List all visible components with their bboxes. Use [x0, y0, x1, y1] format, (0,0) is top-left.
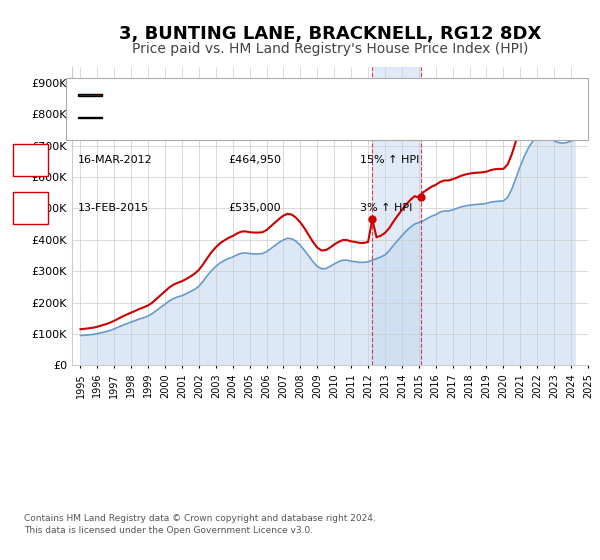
Text: 2: 2 [417, 82, 425, 92]
Text: 3, BUNTING LANE, BRACKNELL, RG12 8DX (detached house): 3, BUNTING LANE, BRACKNELL, RG12 8DX (de… [111, 90, 425, 100]
Text: HPI: Average price, detached house, Bracknell Forest: HPI: Average price, detached house, Brac… [111, 113, 388, 123]
Text: Contains HM Land Registry data © Crown copyright and database right 2024.
This d: Contains HM Land Registry data © Crown c… [24, 514, 376, 535]
Text: 15% ↑ HPI: 15% ↑ HPI [360, 155, 419, 165]
Text: £464,950: £464,950 [228, 155, 281, 165]
Text: 1: 1 [368, 82, 376, 92]
Text: 3% ↑ HPI: 3% ↑ HPI [360, 203, 412, 213]
Text: 16-MAR-2012: 16-MAR-2012 [78, 155, 153, 165]
Text: 3, BUNTING LANE, BRACKNELL, RG12 8DX: 3, BUNTING LANE, BRACKNELL, RG12 8DX [119, 25, 541, 43]
Text: Price paid vs. HM Land Registry's House Price Index (HPI): Price paid vs. HM Land Registry's House … [132, 42, 528, 56]
Text: £535,000: £535,000 [228, 203, 281, 213]
Bar [371, 67, 421, 365]
Text: 2: 2 [27, 203, 34, 213]
Text: 13-FEB-2015: 13-FEB-2015 [78, 203, 149, 213]
Text: 1: 1 [27, 155, 34, 165]
